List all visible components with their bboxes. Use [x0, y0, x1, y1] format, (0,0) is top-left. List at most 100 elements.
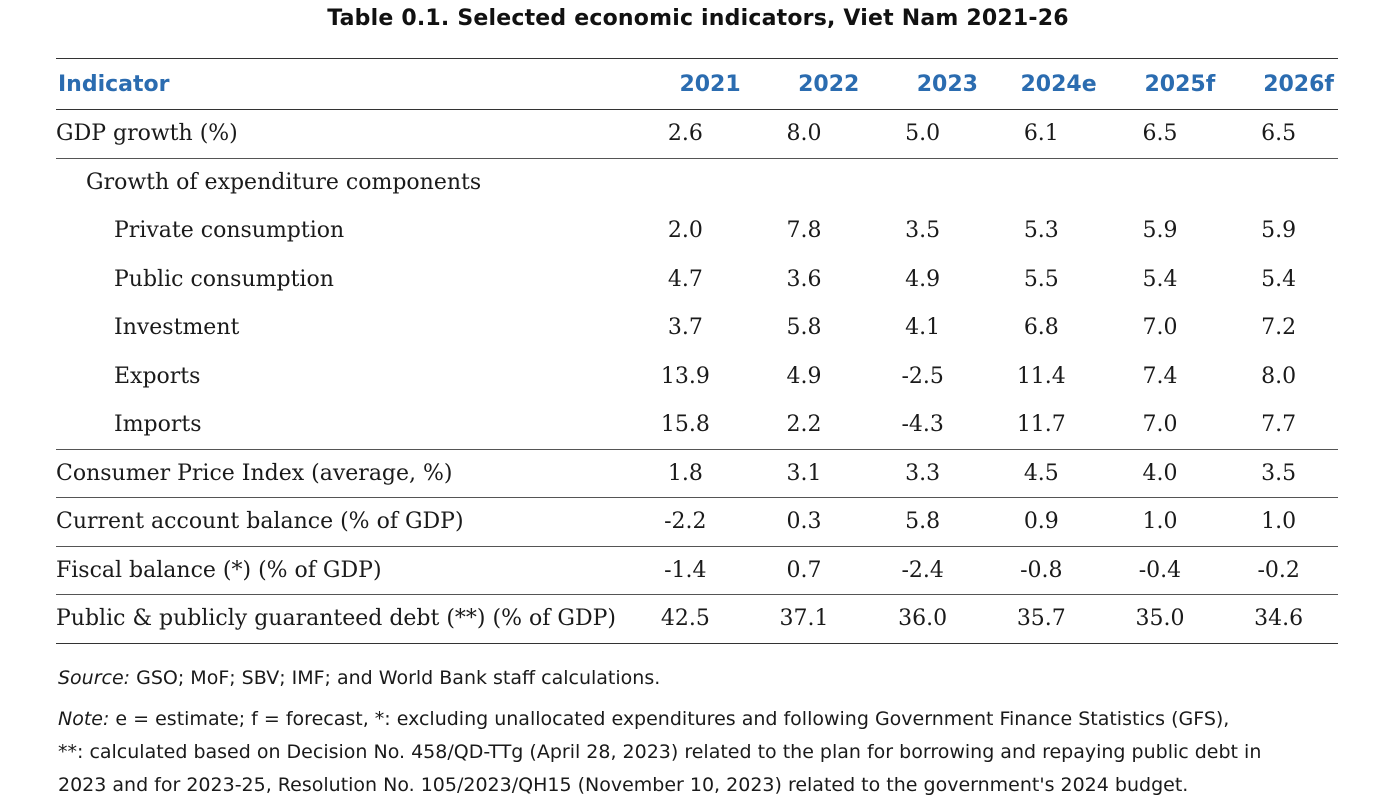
cell-value: 6.5 — [1100, 109, 1220, 159]
cell-value: 4.5 — [981, 449, 1101, 498]
cell-value: 1.0 — [1100, 497, 1220, 547]
table-row: Exports 13.9 4.9 -2.5 11.4 7.4 8.0 — [56, 352, 1338, 401]
cell-value: 7.7 — [1219, 400, 1338, 450]
cell-value: -2.5 — [901, 363, 944, 389]
cell-value: 3.5 — [1219, 449, 1338, 498]
table-row: Investment 3.7 5.8 4.1 6.8 7.0 7.2 — [56, 304, 1338, 353]
cell-value: 35.0 — [1100, 594, 1220, 644]
note-label: Note: — [58, 708, 110, 730]
cell-value: 1.0 — [1219, 497, 1338, 547]
cell-value: 11.4 — [1016, 363, 1066, 389]
row-label: GDP growth (%) — [56, 109, 627, 159]
source-text: GSO; MoF; SBV; IMF; and World Bank staff… — [130, 667, 661, 689]
header-year: 2025f — [1100, 58, 1220, 110]
cell-value: 8.0 — [744, 109, 864, 159]
cell-value: 4.0 — [1100, 449, 1220, 498]
economic-indicators-table: Indicator 2021 2022 2023 2024e 2025f 202… — [56, 58, 1338, 644]
note-line-2: **: calculated based on Decision No. 458… — [58, 741, 1262, 763]
row-label: Private consumption — [114, 218, 345, 244]
table-header-row: Indicator 2021 2022 2023 2024e 2025f 202… — [56, 58, 1338, 110]
cell-value: 5.8 — [786, 315, 822, 341]
note-line-1: Note: e = estimate; f = forecast, *: exc… — [58, 703, 1358, 736]
cell-value: 7.0 — [1142, 315, 1178, 341]
cell-value: 5.5 — [1023, 266, 1059, 292]
cell-value: -0.8 — [981, 546, 1101, 595]
cell-value: 2.2 — [744, 400, 864, 450]
cell-value: 7.4 — [1142, 363, 1178, 389]
cell-value: 0.7 — [744, 546, 864, 595]
cell-value: 3.1 — [744, 449, 864, 498]
cell-value: 34.6 — [1219, 594, 1338, 644]
row-label: Public & publicly guaranteed debt (**) (… — [56, 594, 627, 644]
cell-value: 15.8 — [626, 400, 745, 450]
cell-value: 5.0 — [863, 109, 982, 159]
table-body: GDP growth (%) 2.6 8.0 5.0 6.1 6.5 6.5 Growth o… — [56, 109, 1338, 644]
source-label: Source: — [58, 667, 131, 689]
cell-value: 4.9 — [786, 363, 822, 389]
header-indicator: Indicator — [56, 58, 627, 110]
cell-value: 11.7 — [981, 400, 1101, 450]
cell-value: 13.9 — [660, 363, 710, 389]
cell-value: -0.2 — [1219, 546, 1338, 595]
table-row: GDP growth (%) 2.6 8.0 5.0 6.1 6.5 6.5 — [56, 109, 1338, 159]
cell-value: 7.2 — [1261, 315, 1297, 341]
cell-value: 2.0 — [667, 218, 703, 244]
row-label: Growth of expenditure components — [86, 170, 482, 195]
table-row: Private consumption 2.0 7.8 3.5 5.3 5.9 5.9 — [56, 207, 1338, 256]
cell-value — [863, 158, 982, 207]
header-year: 2026f — [1219, 58, 1338, 110]
table-row: Current account balance (% of GDP) -2.2 0.… — [56, 497, 1338, 547]
cell-value: 3.5 — [905, 218, 941, 244]
table-row: Public consumption 4.7 3.6 4.9 5.5 5.4 5.4 — [56, 255, 1338, 304]
row-label: Imports — [56, 400, 627, 450]
cell-value: 6.1 — [981, 109, 1101, 159]
cell-value — [982, 158, 1101, 207]
cell-value: 5.4 — [1261, 266, 1297, 292]
cell-value: 7.0 — [1100, 400, 1220, 450]
cell-value — [626, 158, 745, 207]
table-row: Public & publicly guaranteed debt (**) (… — [56, 594, 1338, 644]
cell-value: 4.7 — [667, 266, 703, 292]
cell-value: 4.1 — [905, 315, 941, 341]
cell-value: 7.8 — [786, 218, 822, 244]
row-label: Fiscal balance (*) (% of GDP) — [56, 546, 627, 595]
cell-value: -1.4 — [626, 546, 745, 595]
cell-value: 5.3 — [1023, 218, 1059, 244]
cell-value: 3.7 — [667, 315, 703, 341]
cell-value: 0.9 — [981, 497, 1101, 547]
cell-value: 0.3 — [744, 497, 864, 547]
source-note: Source: GSO; MoF; SBV; IMF; and World Ba… — [58, 662, 1358, 695]
cell-value — [1101, 158, 1220, 207]
header-year: 2021 — [626, 58, 745, 110]
cell-value: 42.5 — [626, 594, 745, 644]
table-notes: Source: GSO; MoF; SBV; IMF; and World Ba… — [58, 662, 1358, 802]
cell-value: 6.5 — [1219, 109, 1338, 159]
note-text: e = estimate; f = forecast, *: excluding… — [109, 708, 1230, 730]
cell-value: 36.0 — [863, 594, 982, 644]
row-label: Exports — [114, 363, 201, 389]
row-label: Public consumption — [114, 266, 334, 292]
cell-value: 35.7 — [981, 594, 1101, 644]
header-year: 2023 — [863, 58, 982, 110]
cell-value: 37.1 — [744, 594, 864, 644]
cell-value: -2.2 — [626, 497, 745, 547]
table-row: Consumer Price Index (average, %) 1.8 3.1 3… — [56, 449, 1338, 498]
cell-value: 3.3 — [863, 449, 982, 498]
row-label: Investment — [114, 315, 240, 341]
cell-value: 1.8 — [626, 449, 745, 498]
cell-value: -4.3 — [863, 400, 982, 450]
cell-value: -0.4 — [1100, 546, 1220, 595]
note-line-3: 2023 and for 2023-25, Resolution No. 105… — [58, 774, 1189, 796]
table-title: Table 0.1. Selected economic indicators,… — [327, 6, 1069, 31]
table-row: Growth of expenditure components — [56, 158, 1338, 207]
cell-value: 5.9 — [1261, 218, 1297, 244]
cell-value: 2.6 — [626, 109, 745, 159]
row-label: Current account balance (% of GDP) — [56, 497, 627, 547]
row-label: Consumer Price Index (average, %) — [56, 449, 627, 498]
cell-value: 3.6 — [786, 266, 822, 292]
header-year: 2024e — [981, 58, 1101, 110]
table-row: Fiscal balance (*) (% of GDP) -1.4 0.7 -2.4… — [56, 546, 1338, 595]
cell-value: -2.4 — [863, 546, 982, 595]
cell-value — [745, 158, 864, 207]
table-row: Imports 15.8 2.2 -4.3 11.7 7.0 7.7 — [56, 400, 1338, 450]
